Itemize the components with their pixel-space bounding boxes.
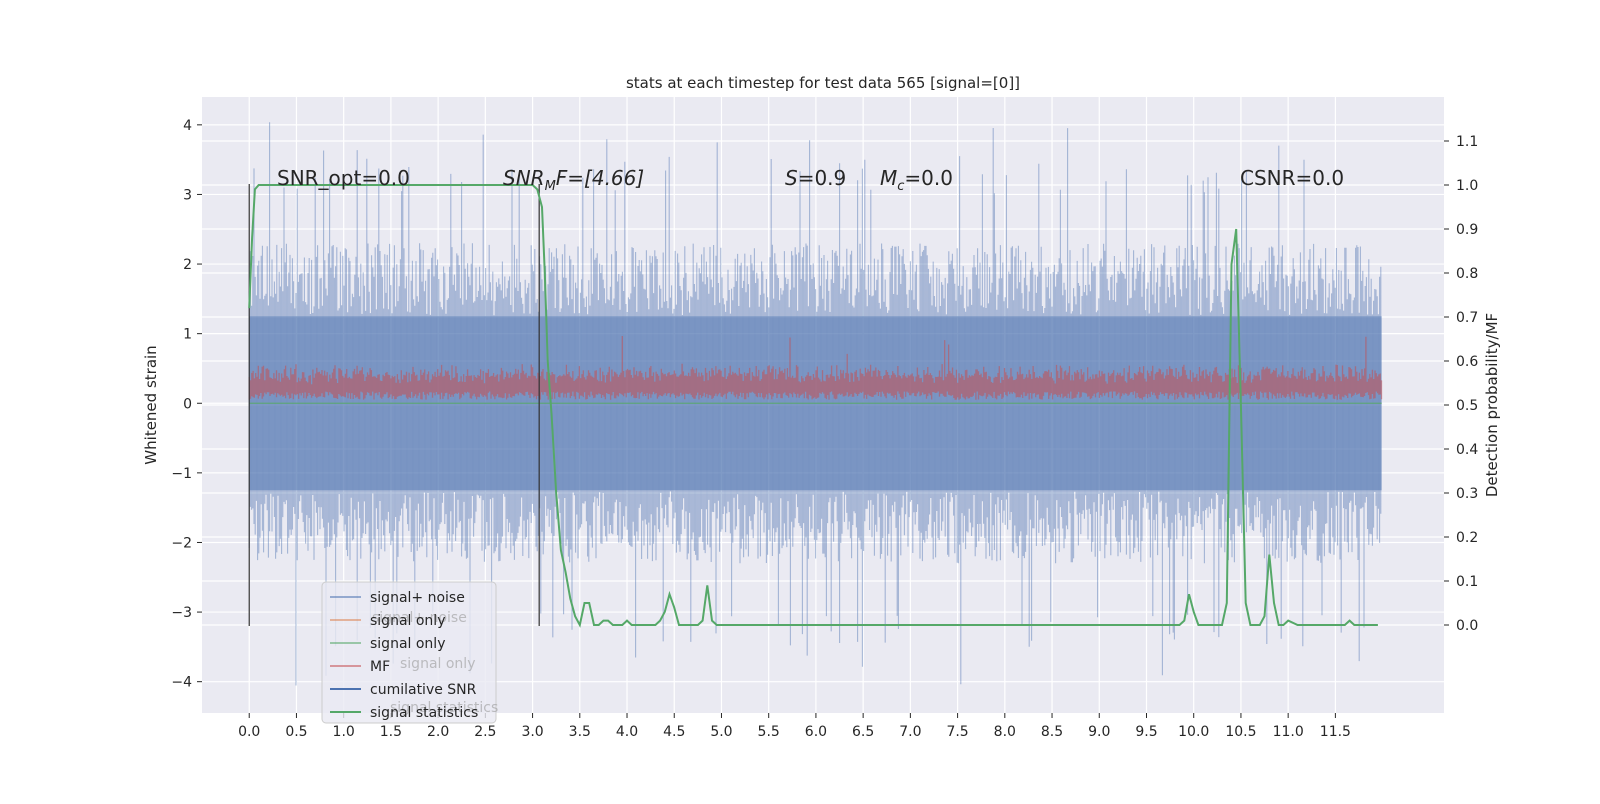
x-tick-label: 3.0 [521,724,543,740]
y-tick-label: 0 [183,396,192,412]
x-tick-label: 6.0 [805,724,827,740]
legend-ghost-label: signal+ noise [372,610,467,626]
legend-label: signal only [370,636,445,652]
y-tick-label: 1 [183,327,192,343]
x-tick-label: 9.5 [1135,724,1157,740]
vertical-markers [248,184,540,626]
y-axis-label: Whitened strain [142,345,160,464]
csnr-annotation: CSNR=0.0 [1240,166,1344,190]
y-tick-label: 2 [183,257,192,273]
s-symbol: S [785,166,798,190]
x-tick-label: 1.5 [380,724,402,740]
svg-text:SNRMF=[4.66]: SNRMF=[4.66] [503,166,644,194]
snr-mf-value: F=[4.66] [556,166,644,190]
y-right-tick-label: 0.3 [1456,486,1478,502]
x-tick-label: 11.0 [1273,724,1304,740]
y-right-tick-label: 0.7 [1456,310,1478,326]
x-tick-label: 4.5 [663,724,685,740]
y-axis-right-ticks: 1.1 1.0 0.9 0.8 0.7 0.6 0.5 0.4 0.3 0.2 0.1 0.0 [1444,134,1478,634]
y-axis-right-label: Detection probability/MF [1483,313,1501,497]
legend-ghost-label: signal only [400,656,475,672]
legend-frame [321,581,497,724]
x-tick-label: 9.0 [1088,724,1110,740]
x-tick-label: 2.5 [474,724,496,740]
x-tick-label: 7.5 [946,724,968,740]
x-tick-label: 8.5 [1041,724,1063,740]
legend-label: signal statistics [370,705,478,721]
snr-mf-subscript: M [545,179,556,194]
x-tick-label: 5.0 [710,724,732,740]
signal-statistics-line [248,184,1378,628]
mc-symbol: M [880,166,897,190]
x-tick-label: 0.5 [285,724,307,740]
x-tick-label: 3.5 [569,724,591,740]
x-tick-label: 2.0 [427,724,449,740]
snr-mf-annotation: SNRMF=[4.66] [503,166,644,194]
y-tick-label: −3 [171,605,192,621]
x-axis-ticks: 0.0 0.5 1.0 1.5 2.0 2.5 3.0 3.5 4.0 4.5 5.0 5.5 6.0 6… [238,713,1351,740]
legend-label: signal+ noise [370,590,465,606]
x-tick-label: 1.0 [333,724,355,740]
y-right-tick-label: 0.2 [1456,530,1478,546]
legend-label: signal only [370,613,445,629]
svg-text:S=0.9: S=0.9 [785,166,846,190]
mc-value: =0.0 [904,166,953,190]
svg-text:Mc=0.0: Mc=0.0 [880,166,953,194]
y-right-tick-label: 0.6 [1456,354,1478,370]
y-tick-label: −4 [171,675,192,691]
x-tick-label: 10.0 [1178,724,1209,740]
legend-label: cumilative SNR [370,682,477,698]
csnr-text: CSNR=0.0 [1240,166,1344,190]
x-tick-label: 8.0 [994,724,1016,740]
y-tick-label: 3 [183,187,192,203]
y-right-tick-label: 0.9 [1456,222,1478,238]
mc-annotation: Mc=0.0 [880,166,953,194]
y-tick-label: 4 [183,118,192,134]
x-tick-label: 5.5 [758,724,780,740]
y-tick-label: −2 [171,535,192,551]
y-right-tick-label: 0.8 [1456,266,1478,282]
y-tick-label: −1 [171,466,192,482]
x-tick-label: 0.0 [238,724,260,740]
y-right-tick-label: 0.5 [1456,398,1478,414]
x-tick-label: 6.5 [852,724,874,740]
s-annotation: S=0.9 [785,166,846,190]
y-right-tick-label: 1.0 [1456,178,1478,194]
snr-opt-annotation: SNR_opt=0.0 [277,166,410,190]
chart-title: stats at each timestep for test data 565… [626,74,1020,92]
snr-opt-text: SNR_opt=0.0 [277,166,410,190]
snr-mf-symbol: SNR [503,166,545,190]
y-right-tick-label: 0.0 [1456,618,1478,634]
y-axis-ticks: 4 3 2 1 0 −1 −2 −3 −4 [171,118,202,691]
mc-subscript: c [897,179,904,194]
s-value: =0.9 [798,166,847,190]
legend-label: MF [370,659,390,675]
y-right-tick-label: 0.4 [1456,442,1478,458]
x-tick-label: 4.0 [616,724,638,740]
series-line-signal-statistics [248,184,1378,628]
legend-ghost-label: signal statistics [390,700,498,716]
y-right-tick-label: 0.1 [1456,574,1478,590]
y-right-tick-label: 1.1 [1456,134,1478,150]
x-tick-label: 7.0 [899,724,921,740]
x-tick-label: 11.5 [1320,724,1351,740]
x-tick-label: 10.5 [1225,724,1256,740]
